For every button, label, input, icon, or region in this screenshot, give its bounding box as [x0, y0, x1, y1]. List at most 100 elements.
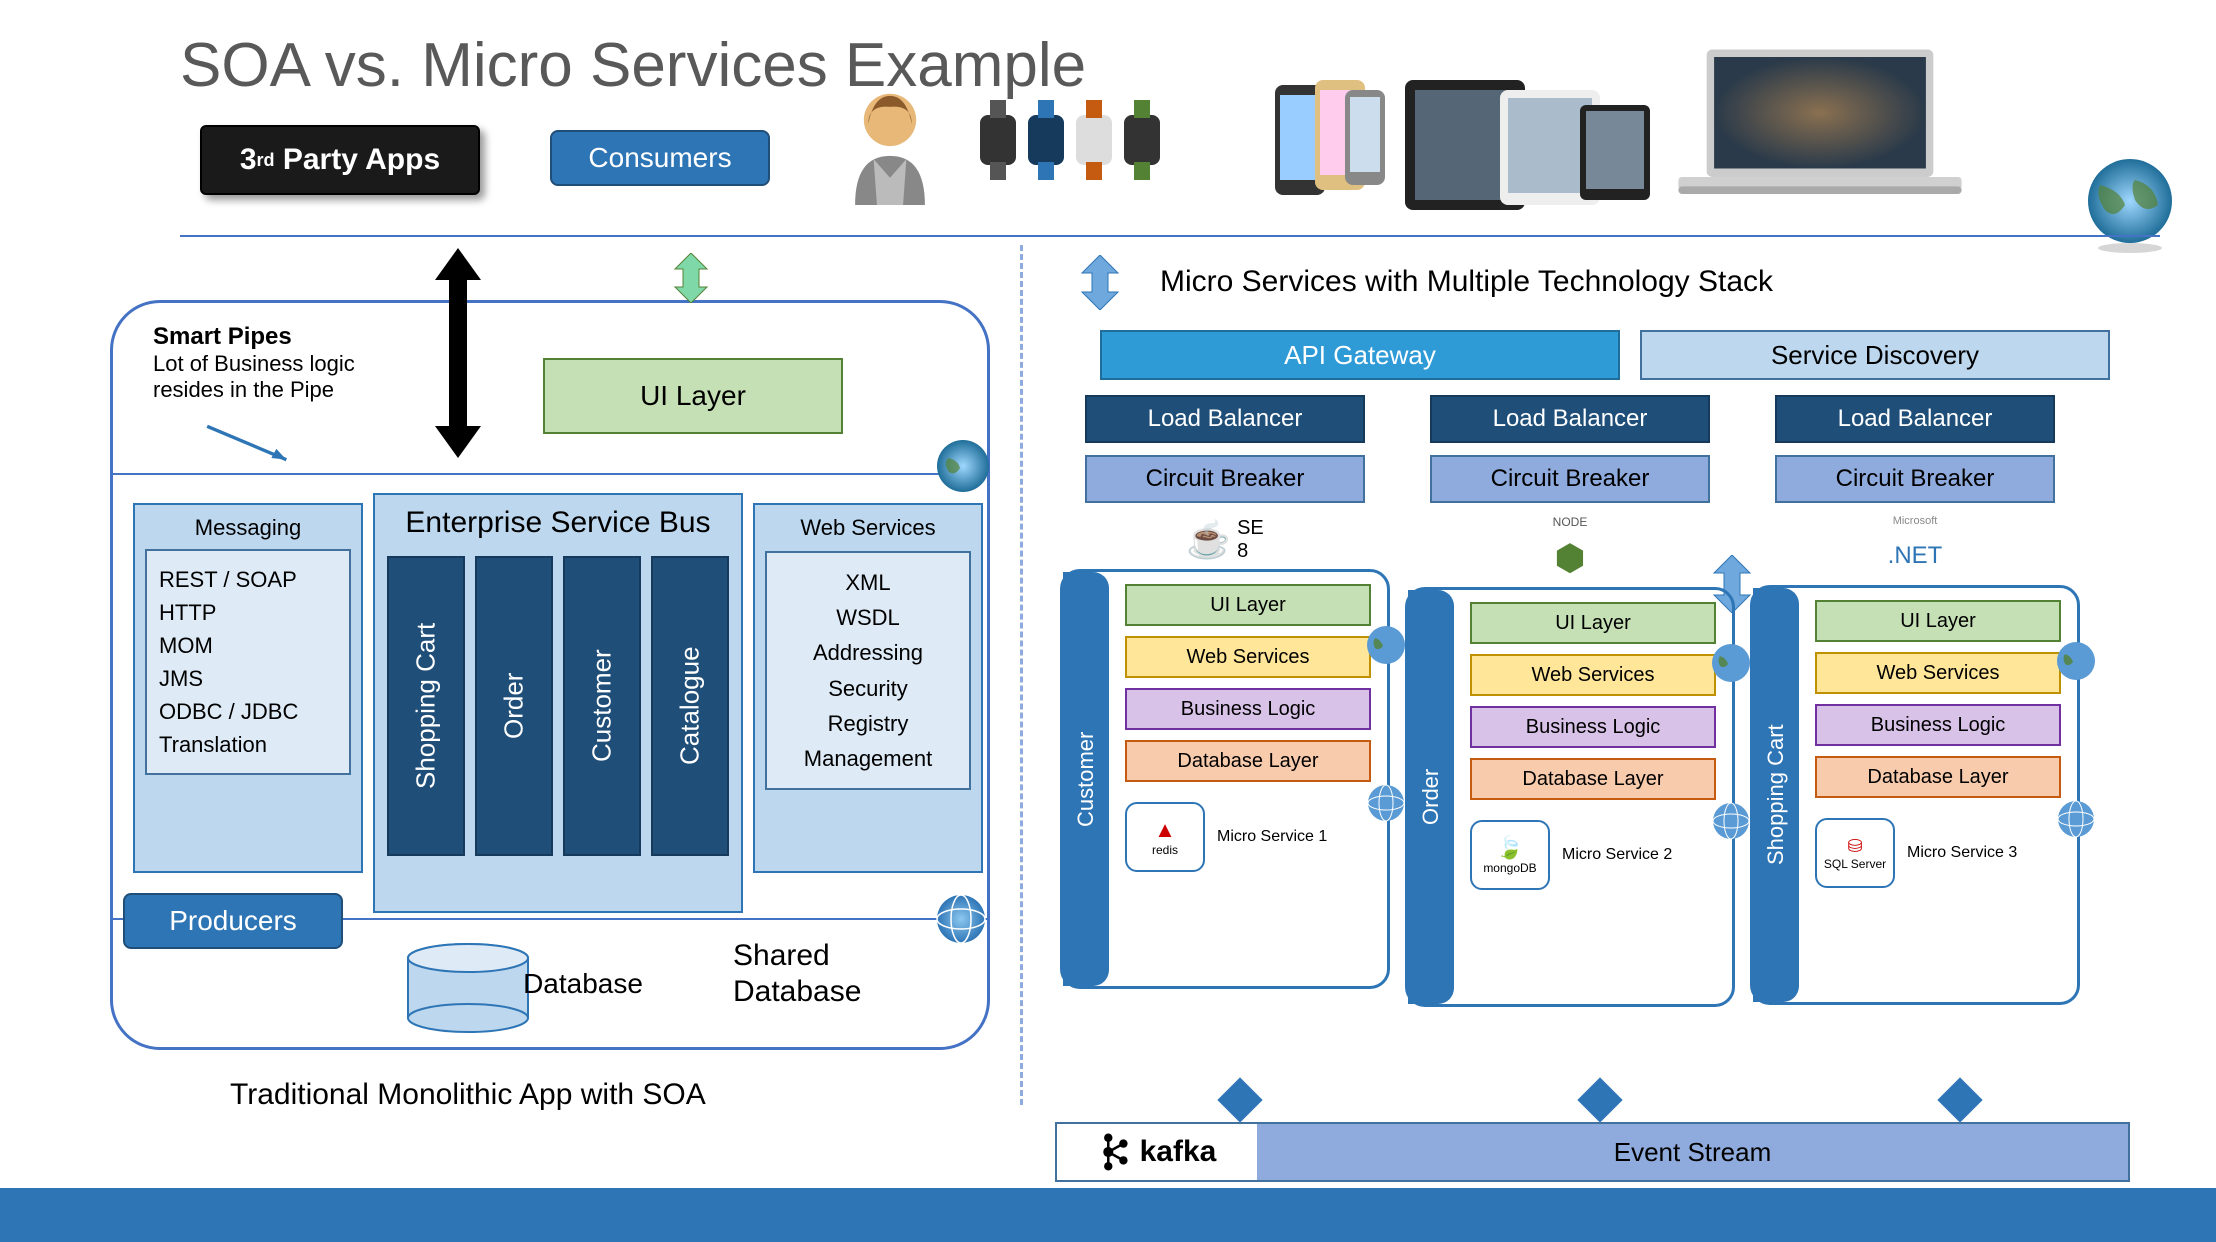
phones-icon — [1260, 75, 1390, 205]
smart-pipes-text: Smart Pipes Lot of Business logic reside… — [153, 323, 413, 403]
person-icon — [830, 75, 950, 205]
microservice-number: Micro Service 2 — [1562, 845, 1672, 864]
node-label: NODE — [1405, 515, 1735, 529]
microservice-box: Order UI Layer Web Services Business Log… — [1405, 587, 1735, 1007]
database-layer: Database Layer — [1470, 758, 1716, 800]
business-logic-layer: Business Logic — [1815, 704, 2061, 746]
esb-service: Shopping Cart — [387, 556, 465, 856]
globe-icon — [933, 438, 993, 498]
laptop-icon — [1660, 50, 1980, 210]
event-stream-bar: kafka Event Stream — [1055, 1122, 2130, 1182]
kafka-label: kafka — [1140, 1135, 1217, 1169]
watches-icon — [970, 75, 1190, 195]
messaging-items: REST / SOAP HTTP MOM JMS ODBC / JDBC Tra… — [145, 549, 351, 775]
ui-layer: UI Layer — [1470, 602, 1716, 644]
webservices-box: Web Services XML WSDL Addressing Securit… — [753, 503, 983, 873]
list-item: Addressing — [779, 635, 957, 670]
ui-layer: UI Layer — [1125, 584, 1371, 626]
database-layer: Database Layer — [1815, 756, 2061, 798]
esb-service: Catalogue — [651, 556, 729, 856]
network-icon — [1365, 782, 1407, 824]
soa-divider-1 — [113, 473, 987, 475]
webservices-title: Web Services — [765, 515, 971, 541]
service-discovery-box: Service Discovery — [1640, 330, 2110, 380]
globe-icon — [2055, 640, 2097, 682]
database-layer: Database Layer — [1125, 740, 1371, 782]
microservice-column-3: Load Balancer Circuit Breaker Microsoft … — [1750, 395, 2080, 1005]
list-item: Security — [779, 671, 957, 706]
list-item: WSDL — [779, 600, 957, 635]
connector-diamonds — [1060, 1080, 2140, 1120]
globe-icon — [1365, 624, 1407, 666]
globe-icon — [2080, 155, 2180, 255]
microservice-column-1: Load Balancer Circuit Breaker ☕SE 8 Cust… — [1060, 395, 1390, 989]
list-item: MOM — [159, 629, 337, 662]
webservices-layer: Web Services — [1815, 652, 2061, 694]
vertical-divider — [1020, 245, 1023, 1105]
smart-pipes-title: Smart Pipes — [153, 323, 413, 351]
microservice-number: Micro Service 1 — [1217, 827, 1327, 846]
dotnet-icon: .NET — [1885, 531, 1945, 581]
webservices-layer: Web Services — [1470, 654, 1716, 696]
business-logic-layer: Business Logic — [1125, 688, 1371, 730]
soa-panel: Smart Pipes Lot of Business logic reside… — [110, 300, 990, 1050]
ui-layer-box: UI Layer — [543, 358, 843, 434]
list-item: REST / SOAP — [159, 563, 337, 596]
microservice-column-2: Load Balancer Circuit Breaker NODE ⬢ Ord… — [1405, 395, 1735, 1007]
green-arrow-icon — [673, 253, 709, 303]
third-party-apps-box: 3rd Party Apps — [200, 125, 480, 195]
tablets-icon — [1400, 75, 1660, 215]
messaging-box: Messaging REST / SOAP HTTP MOM JMS ODBC … — [133, 503, 363, 873]
circuit-breaker-box: Circuit Breaker — [1775, 455, 2055, 503]
diamond-icon — [1577, 1077, 1622, 1122]
diamond-icon — [1937, 1077, 1982, 1122]
load-balancer-box: Load Balancer — [1430, 395, 1710, 443]
load-balancer-box: Load Balancer — [1085, 395, 1365, 443]
business-logic-layer: Business Logic — [1470, 706, 1716, 748]
service-name-label: Customer — [1063, 572, 1109, 986]
esb-service: Customer — [563, 556, 641, 856]
messaging-title: Messaging — [145, 515, 351, 541]
list-item: XML — [779, 565, 957, 600]
list-item: HTTP — [159, 596, 337, 629]
producers-box: Producers — [123, 893, 343, 949]
circuit-breaker-box: Circuit Breaker — [1085, 455, 1365, 503]
microservice-number: Micro Service 3 — [1907, 843, 2017, 862]
soa-caption: Traditional Monolithic App with SOA — [230, 1078, 706, 1112]
network-icon — [933, 891, 989, 947]
smart-pipes-desc: Lot of Business logic resides in the Pip… — [153, 351, 413, 403]
microsoft-label: Microsoft — [1750, 515, 2080, 527]
list-item: Registry — [779, 706, 957, 741]
list-item: Management — [779, 741, 957, 776]
consumers-box: Consumers — [550, 130, 770, 186]
globe-icon — [1710, 642, 1752, 684]
microservices-title: Micro Services with Multiple Technology … — [1160, 265, 1773, 299]
footer-bar — [0, 1188, 2216, 1242]
divider-line — [180, 235, 2160, 237]
service-name-label: Shopping Cart — [1753, 588, 1799, 1002]
esb-service: Order — [475, 556, 553, 856]
load-balancer-box: Load Balancer — [1775, 395, 2055, 443]
diamond-icon — [1217, 1077, 1262, 1122]
kafka-logo: kafka — [1057, 1124, 1257, 1180]
list-item: ODBC / JDBC — [159, 695, 337, 728]
circuit-breaker-box: Circuit Breaker — [1430, 455, 1710, 503]
event-stream-label: Event Stream — [1257, 1137, 2128, 1168]
mongodb-icon: 🍃mongoDB — [1470, 820, 1550, 890]
sqlserver-icon: ⛁SQL Server — [1815, 818, 1895, 888]
database-label: Database — [453, 968, 713, 1000]
api-gateway-box: API Gateway — [1100, 330, 1620, 380]
service-name-label: Order — [1408, 590, 1454, 1004]
webservices-items: XML WSDL Addressing Security Registry Ma… — [765, 551, 971, 790]
webservices-layer: Web Services — [1125, 636, 1371, 678]
esb-title: Enterprise Service Bus — [375, 495, 741, 551]
microservice-box: Shopping Cart UI Layer Web Services Busi… — [1750, 585, 2080, 1005]
node-icon: ⬢ — [1540, 533, 1600, 583]
network-icon — [1710, 800, 1752, 842]
page-title: SOA vs. Micro Services Example — [180, 30, 1086, 101]
list-item: Translation — [159, 728, 337, 761]
shared-database-label: Shared Database — [733, 938, 933, 1010]
redis-icon: ▲redis — [1125, 802, 1205, 872]
esb-box: Enterprise Service Bus Shopping Cart Ord… — [373, 493, 743, 913]
blue-arrow-icon — [1080, 255, 1120, 310]
